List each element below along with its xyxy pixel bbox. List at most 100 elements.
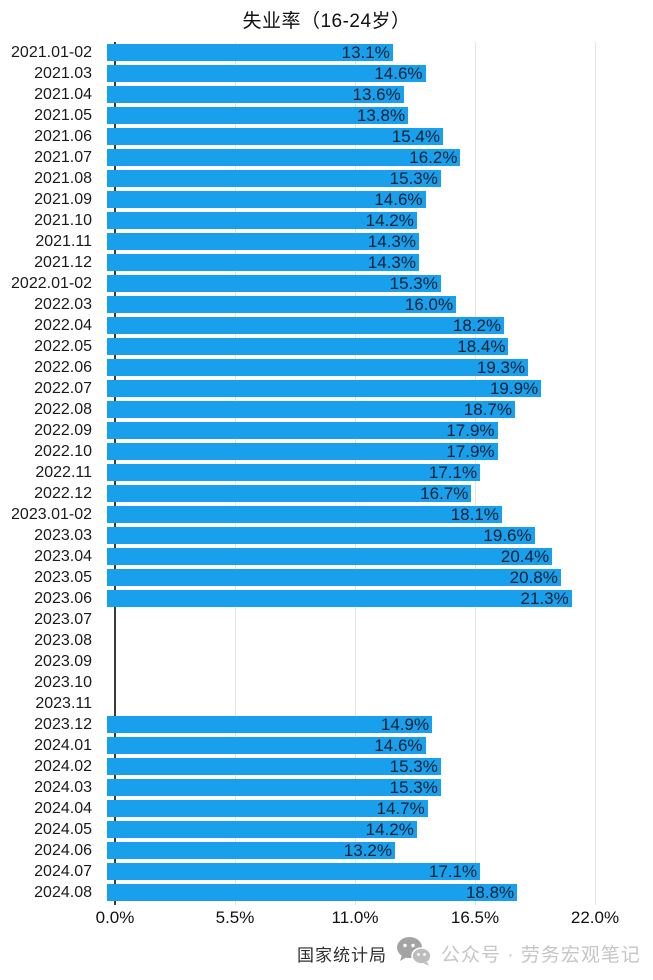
chart-row: 2023.07 — [0, 609, 653, 630]
bar-track: 20.8% — [107, 567, 587, 588]
bar: 19.3% — [107, 359, 529, 376]
chart-row: 2023.11 — [0, 693, 653, 714]
y-axis-label: 2022.05 — [34, 337, 92, 355]
bar: 18.7% — [107, 401, 515, 418]
bar-track — [107, 609, 587, 630]
chart-row: 2024.07 17.1% — [0, 861, 653, 882]
y-axis-label: 2024.08 — [34, 883, 92, 901]
y-axis-label: 2022.07 — [34, 379, 92, 397]
chart-row: 2022.01-02 15.3% — [0, 273, 653, 294]
bar-track: 14.2% — [107, 819, 587, 840]
y-axis-label: 2023.12 — [34, 715, 92, 733]
bar-track: 17.9% — [107, 441, 587, 462]
bar-track: 18.7% — [107, 399, 587, 420]
x-tick-label: 22.0% — [570, 908, 620, 927]
bar-value-label: 14.6% — [374, 736, 423, 755]
bar: 15.3% — [107, 275, 441, 292]
bar-value-label: 16.7% — [420, 484, 469, 503]
bar-track: 20.4% — [107, 546, 587, 567]
chart-row: 2023.10 — [0, 672, 653, 693]
bar-value-label: 18.4% — [457, 337, 506, 356]
y-axis-label: 2023.03 — [34, 526, 92, 544]
chart-row: 2021.04 13.6% — [0, 84, 653, 105]
bar: 16.0% — [107, 296, 457, 313]
y-axis-label: 2021.06 — [34, 127, 92, 145]
bar-track: 16.7% — [107, 483, 587, 504]
bar: 20.4% — [107, 547, 553, 566]
y-axis-label: 2024.06 — [34, 841, 92, 859]
x-tick-label: 5.5% — [215, 908, 255, 927]
watermark-text: 公众号 · 劳务宏观笔记 — [441, 945, 641, 966]
y-axis-label: 2023.11 — [35, 694, 92, 712]
bar: 17.9% — [107, 422, 498, 439]
chart-row: 2021.06 15.4% — [0, 126, 653, 147]
bar-track: 19.9% — [107, 378, 587, 399]
bar-value-label: 15.3% — [389, 169, 438, 188]
bar-value-label: 18.7% — [463, 400, 512, 419]
bar: 13.6% — [107, 86, 404, 103]
bar: 16.7% — [107, 484, 472, 503]
bar-value-label: 14.3% — [367, 232, 416, 251]
chart-row: 2021.07 16.2% — [0, 147, 653, 168]
bar-track: 17.9% — [107, 420, 587, 441]
chart-row: 2022.03 16.0% — [0, 294, 653, 315]
y-axis-label: 2022.01-02 — [11, 274, 92, 292]
chart-row: 2021.10 14.2% — [0, 210, 653, 231]
bar-track: 13.6% — [107, 84, 587, 105]
y-axis-label: 2022.10 — [34, 442, 92, 460]
bar: 14.3% — [107, 254, 419, 271]
bar-track: 18.4% — [107, 336, 587, 357]
chart-row: 2021.12 14.3% — [0, 252, 653, 273]
bar: 19.6% — [107, 527, 535, 544]
bar-track: 15.3% — [107, 273, 587, 294]
y-axis-label: 2022.08 — [34, 400, 92, 418]
bar-track: 14.6% — [107, 189, 587, 210]
chart-row: 2022.09 17.9% — [0, 420, 653, 441]
bar-value-label: 14.2% — [365, 211, 414, 230]
chart-footer: 国家统计局 公众号 · 劳务宏观笔记 — [297, 936, 641, 971]
bar-value-label: 19.6% — [483, 526, 532, 545]
bar: 14.2% — [107, 821, 417, 838]
chart-row: 2023.03 19.6% — [0, 525, 653, 546]
bar-track — [107, 693, 587, 714]
bar-value-label: 14.6% — [374, 190, 423, 209]
chart-row: 2023.06 21.3% — [0, 588, 653, 609]
chart-row: 2024.08 18.8% — [0, 882, 653, 903]
bar: 14.3% — [107, 233, 419, 250]
chart-row: 2022.11 17.1% — [0, 462, 653, 483]
bar: 18.1% — [107, 506, 502, 523]
bar-value-label: 17.1% — [428, 463, 478, 482]
bar-track: 21.3% — [107, 588, 587, 609]
bar-track: 17.1% — [107, 861, 587, 882]
bar: 17.9% — [107, 443, 498, 460]
bar-value-label: 13.2% — [343, 841, 392, 860]
wechat-icon — [396, 936, 432, 971]
bar: 13.8% — [107, 106, 409, 125]
plot-rows: 2021.01-02 13.1% 2021.03 14.6% 2021.04 13.6% 2… — [0, 42, 653, 903]
chart-row: 2023.04 20.4% — [0, 546, 653, 567]
chart-row: 2021.03 14.6% — [0, 63, 653, 84]
bar-track: 13.8% — [107, 105, 587, 126]
chart-row: 2021.01-02 13.1% — [0, 42, 653, 63]
y-axis-label: 2022.03 — [34, 295, 92, 313]
bar: 16.2% — [107, 149, 461, 166]
bar: 15.3% — [107, 758, 441, 775]
bar-value-label: 13.1% — [341, 43, 390, 62]
bar-value-label: 14.9% — [380, 715, 430, 734]
y-axis-label: 2023.08 — [34, 631, 92, 649]
y-axis-label: 2023.09 — [34, 652, 92, 670]
bar-track: 16.0% — [107, 294, 587, 315]
bar-value-label: 13.6% — [352, 85, 401, 104]
bar-track: 18.2% — [107, 315, 587, 336]
chart-row: 2022.06 19.3% — [0, 357, 653, 378]
bar: 17.1% — [107, 463, 481, 482]
bar-track: 14.3% — [107, 231, 587, 252]
y-axis-label: 2022.06 — [34, 358, 92, 376]
bar: 13.1% — [107, 44, 393, 61]
bar-value-label: 13.8% — [356, 106, 406, 125]
y-axis-label: 2024.03 — [34, 778, 92, 796]
chart-row: 2021.11 14.3% — [0, 231, 653, 252]
bar-track: 19.6% — [107, 525, 587, 546]
bar-value-label: 20.4% — [500, 547, 550, 566]
